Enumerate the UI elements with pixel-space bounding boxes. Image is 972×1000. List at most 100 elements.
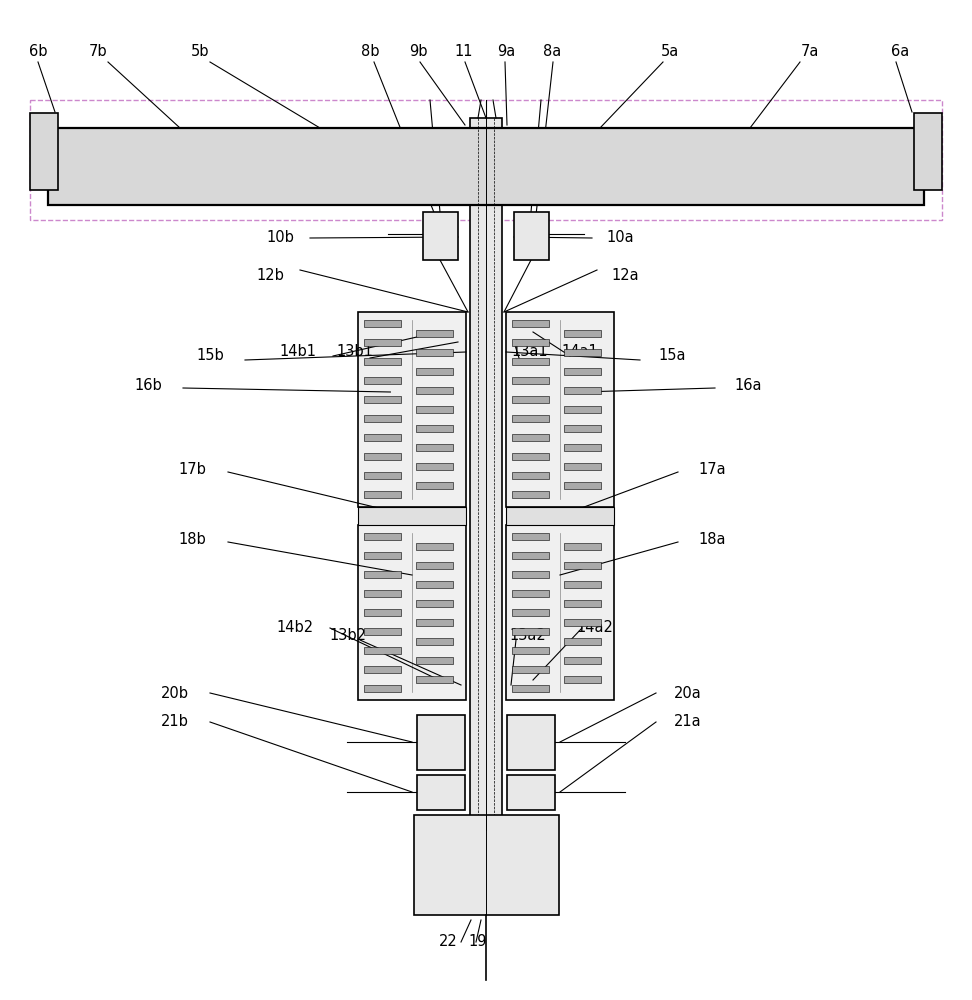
Bar: [364, 358, 401, 365]
Bar: [507, 775, 555, 810]
Bar: [914, 113, 942, 190]
Bar: [364, 339, 401, 346]
Bar: [416, 349, 453, 356]
Text: 6b: 6b: [29, 44, 48, 60]
Text: 13a1: 13a1: [511, 344, 548, 360]
Bar: [364, 415, 401, 422]
Bar: [564, 562, 602, 568]
Text: 5b: 5b: [191, 44, 209, 60]
Bar: [564, 424, 602, 432]
Bar: [564, 482, 602, 488]
Text: 18a: 18a: [698, 532, 726, 548]
Bar: [564, 542, 602, 550]
Bar: [564, 349, 602, 356]
Bar: [416, 444, 453, 450]
Text: 14b1: 14b1: [280, 344, 317, 360]
Text: 7b: 7b: [88, 44, 107, 60]
Bar: [364, 377, 401, 384]
Text: 12b: 12b: [256, 267, 284, 282]
Bar: [416, 618, 453, 626]
Text: 10a: 10a: [607, 231, 634, 245]
Bar: [364, 453, 401, 460]
Text: 10b: 10b: [266, 231, 294, 245]
Bar: [414, 815, 559, 915]
Bar: [512, 590, 549, 597]
Text: 14a2: 14a2: [576, 620, 613, 636]
Bar: [512, 472, 549, 479]
Bar: [506, 312, 614, 507]
Text: 22: 22: [438, 934, 458, 950]
Text: 8a: 8a: [543, 44, 561, 60]
Bar: [358, 525, 466, 700]
Bar: [416, 406, 453, 412]
Bar: [564, 638, 602, 645]
Bar: [564, 406, 602, 412]
Bar: [364, 609, 401, 616]
Text: 13b2: 13b2: [330, 629, 366, 644]
Bar: [512, 491, 549, 498]
Bar: [364, 533, 401, 540]
Bar: [364, 472, 401, 479]
Bar: [506, 525, 614, 700]
Bar: [506, 507, 614, 525]
Bar: [512, 609, 549, 616]
Text: 17a: 17a: [698, 462, 726, 478]
Bar: [564, 330, 602, 336]
Text: 16b: 16b: [134, 377, 162, 392]
Bar: [512, 647, 549, 654]
Bar: [512, 453, 549, 460]
Bar: [48, 128, 924, 205]
Bar: [416, 562, 453, 568]
Text: 20b: 20b: [161, 686, 189, 700]
Text: 21b: 21b: [161, 714, 189, 730]
Text: 19: 19: [469, 934, 487, 950]
Text: 15a: 15a: [658, 348, 686, 362]
Bar: [416, 462, 453, 470]
Bar: [512, 666, 549, 673]
Bar: [564, 367, 602, 374]
Bar: [416, 424, 453, 432]
Bar: [564, 618, 602, 626]
Bar: [512, 339, 549, 346]
Bar: [416, 599, 453, 606]
Bar: [564, 444, 602, 450]
Bar: [416, 676, 453, 682]
Bar: [364, 491, 401, 498]
Bar: [416, 482, 453, 488]
Bar: [512, 552, 549, 559]
Bar: [417, 775, 465, 810]
Bar: [416, 638, 453, 645]
Text: 13a2: 13a2: [509, 629, 546, 644]
Bar: [564, 599, 602, 606]
Bar: [512, 685, 549, 692]
Text: 17b: 17b: [178, 462, 206, 478]
Bar: [423, 212, 458, 260]
Bar: [358, 312, 466, 507]
Bar: [512, 628, 549, 635]
Bar: [416, 386, 453, 393]
Bar: [564, 676, 602, 682]
Text: 13b1: 13b1: [336, 344, 373, 360]
Bar: [512, 571, 549, 578]
Bar: [512, 396, 549, 403]
Text: 11: 11: [455, 44, 473, 60]
Text: 21a: 21a: [675, 714, 702, 730]
Bar: [417, 715, 465, 770]
Bar: [564, 386, 602, 393]
Text: 9a: 9a: [497, 44, 515, 60]
Bar: [358, 507, 466, 525]
Bar: [512, 533, 549, 540]
Bar: [564, 580, 602, 587]
Bar: [416, 542, 453, 550]
Bar: [512, 377, 549, 384]
Bar: [507, 715, 555, 770]
Bar: [512, 320, 549, 327]
Bar: [364, 434, 401, 441]
Text: 8b: 8b: [361, 44, 379, 60]
Bar: [512, 358, 549, 365]
Bar: [364, 647, 401, 654]
Bar: [364, 685, 401, 692]
Text: 14b2: 14b2: [276, 620, 314, 636]
Bar: [364, 666, 401, 673]
Bar: [364, 320, 401, 327]
